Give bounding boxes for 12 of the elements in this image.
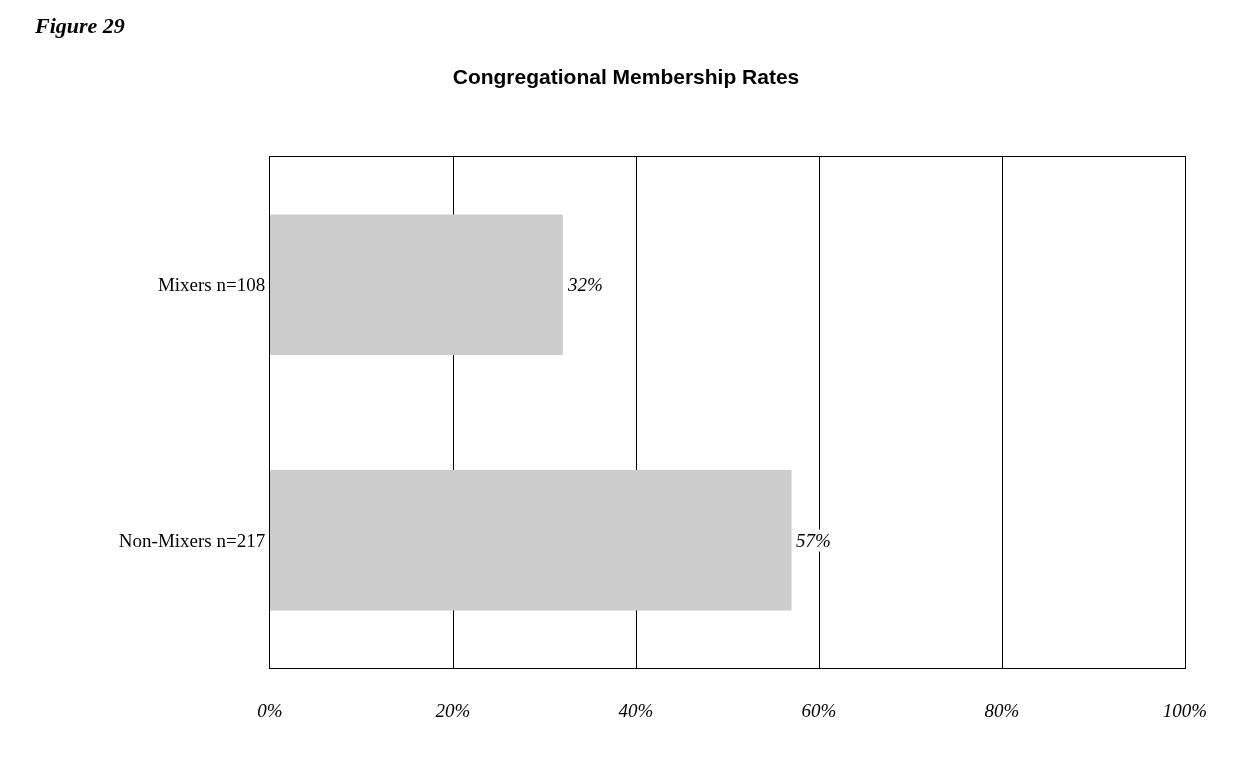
x-tick-label: 100% xyxy=(1162,699,1208,721)
chart-title: Congregational Membership Rates xyxy=(452,65,800,89)
x-tick-label: 80% xyxy=(984,699,1020,721)
x-tick-label: 20% xyxy=(435,699,471,721)
x-tick-label: 40% xyxy=(618,699,654,721)
data-label: 57% xyxy=(796,530,831,551)
y-tick-label: Non-Mixers n=217 xyxy=(118,529,266,551)
x-tick-label: 60% xyxy=(801,699,837,721)
y-tick-label: Mixers n=108 xyxy=(157,274,266,296)
x-tick-label: 0% xyxy=(257,699,283,721)
caption: Figure 29 xyxy=(34,13,125,38)
data-label: 32% xyxy=(567,274,603,295)
